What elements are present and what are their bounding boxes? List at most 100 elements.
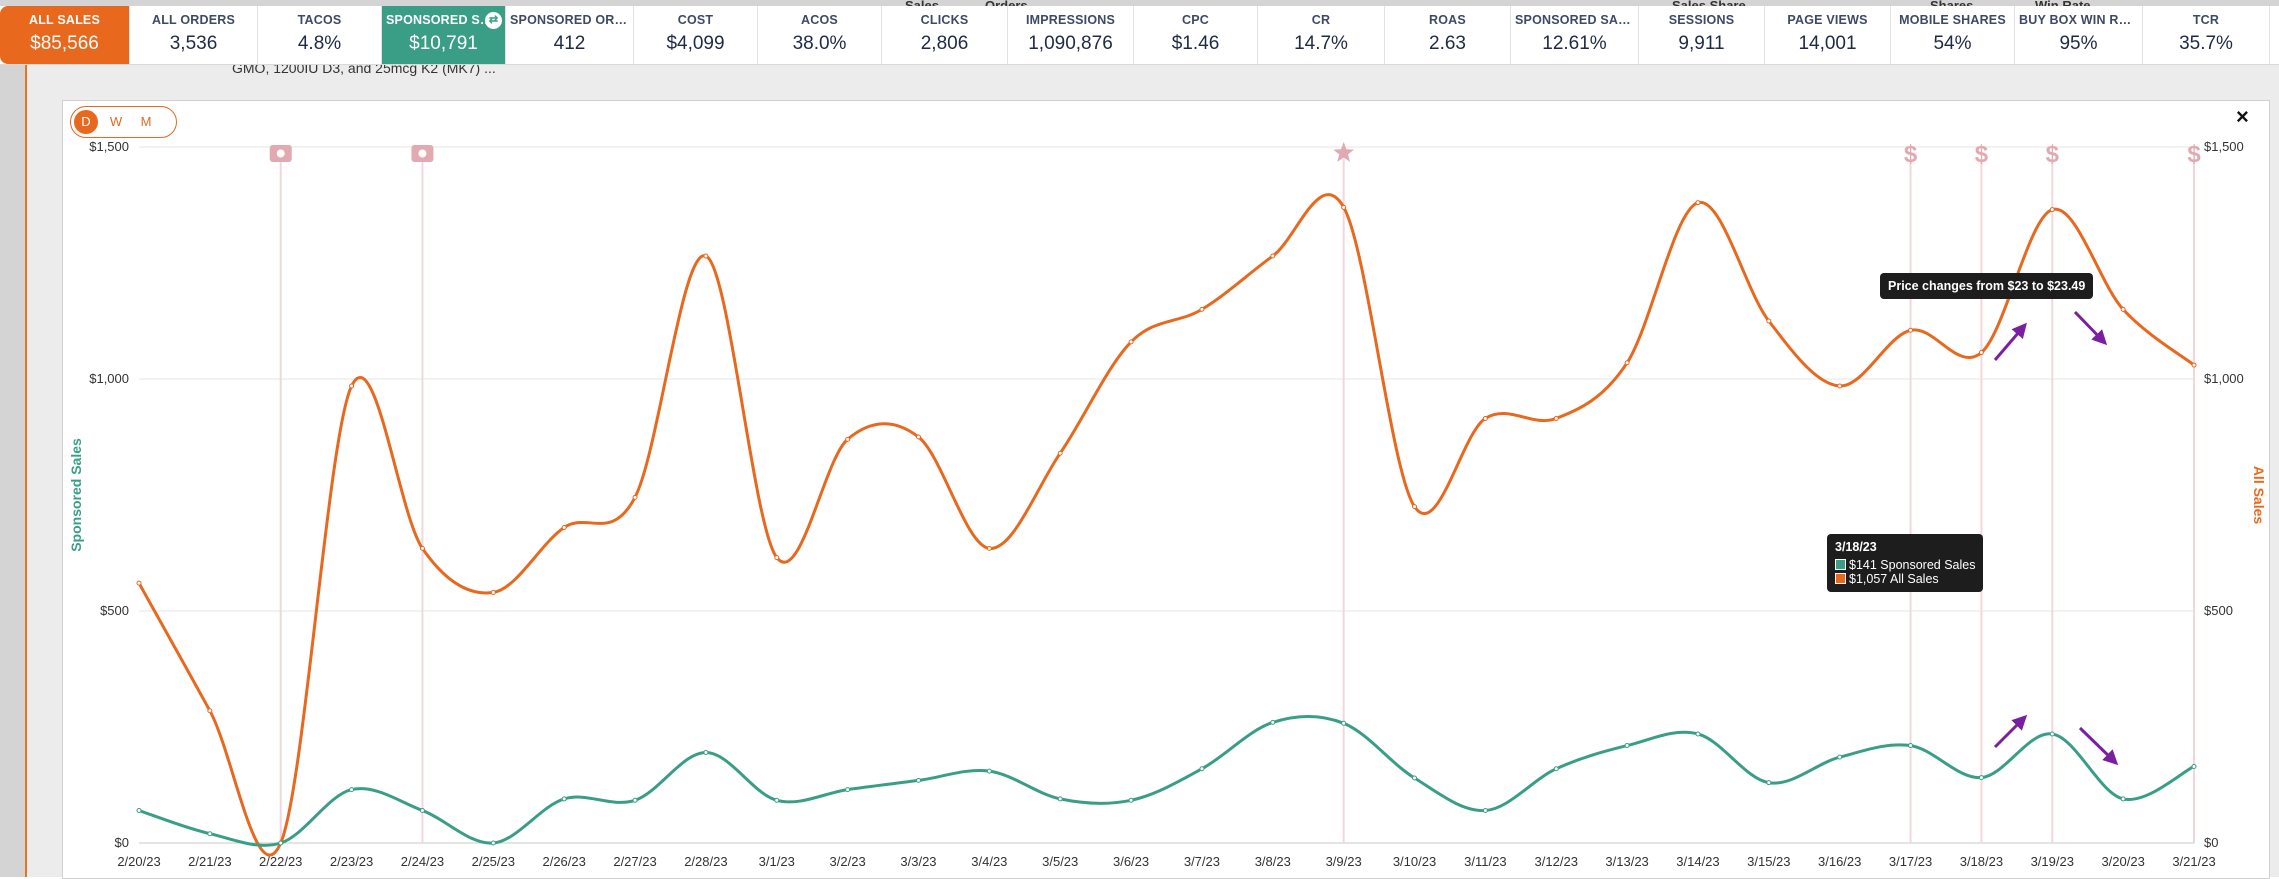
- x-tick-label: 3/3/23: [900, 854, 936, 869]
- all-sales-point: [490, 589, 496, 595]
- all-sales-point: [1482, 415, 1488, 421]
- all-sales-point: [1766, 318, 1772, 324]
- metric-tile[interactable]: CPC $1.46: [1134, 6, 1258, 64]
- metric-tile[interactable]: SPONSORED ORD... 412: [506, 6, 634, 64]
- metric-tile[interactable]: MOBILE SHARES 54%: [1891, 6, 2015, 64]
- sponsored-sales-point: [774, 797, 780, 803]
- sponsored-sales-point: [349, 787, 355, 793]
- x-tick-label: 2/26/23: [542, 854, 585, 869]
- sponsored-sales-point: [1057, 796, 1063, 802]
- metric-tile[interactable]: COST $4,099: [634, 6, 758, 64]
- dollar-icon: $: [2187, 141, 2201, 168]
- sponsored-sales-point: [1908, 743, 1914, 749]
- tooltip-line-all: $1,057 All Sales: [1835, 572, 1975, 586]
- metric-value: 2,806: [920, 33, 969, 54]
- x-tick-label: 3/19/23: [2031, 854, 2074, 869]
- metric-tile[interactable]: ALL SALES $85,566: [0, 6, 130, 64]
- all-sales-point: [561, 524, 567, 530]
- metric-tile[interactable]: ALL ORDERS 3,536: [130, 6, 258, 64]
- all-sales-point: [1057, 450, 1063, 456]
- chart-panel: [62, 100, 2270, 879]
- sponsored-sales-point: [1412, 775, 1418, 781]
- x-tick-label: 3/7/23: [1184, 854, 1220, 869]
- point-tooltip: 3/18/23 $141 Sponsored Sales $1,057 All …: [1827, 534, 1984, 592]
- metric-value: 12.61%: [1542, 33, 1607, 54]
- y-tick-label-right: $500: [2204, 603, 2233, 618]
- period-week-button[interactable]: W: [109, 114, 123, 129]
- metric-tile[interactable]: CLICKS 2,806: [882, 6, 1008, 64]
- sponsored-sales-point: [2120, 796, 2126, 802]
- x-tick-label: 3/10/23: [1393, 854, 1436, 869]
- metric-tile[interactable]: SESSIONS 9,911: [1639, 6, 1765, 64]
- metrics-bar: ALL SALES $85,566 ALL ORDERS 3,536 TACOS 4.8%…: [0, 6, 2279, 65]
- y-axis-title-right: All Sales: [2251, 466, 2267, 525]
- all-sales-line: [137, 193, 2195, 857]
- all-sales-point: [845, 436, 851, 442]
- x-tick-label: 2/20/23: [117, 854, 160, 869]
- dollar-icon: $: [1975, 141, 1989, 168]
- sponsored-sales-point: [561, 796, 567, 802]
- metric-value: 14,001: [1798, 33, 1857, 54]
- sponsored-sales-point: [278, 840, 284, 846]
- sponsored-sales-point: [136, 808, 142, 814]
- metric-value: 35.7%: [2179, 33, 2233, 54]
- metric-value: 2.63: [1429, 33, 1466, 54]
- x-tick-label: 2/24/23: [401, 854, 444, 869]
- sponsored-sales-point: [1978, 775, 1984, 781]
- tooltip-swatch: [1835, 573, 1846, 584]
- dollar-icon: $: [1904, 141, 1918, 168]
- y-tick-label-right: $1,000: [2204, 371, 2244, 386]
- all-sales-point: [986, 545, 992, 551]
- all-sales-point: [1837, 383, 1843, 389]
- all-sales-point: [419, 545, 425, 551]
- metric-tile[interactable]: ACOS 38.0%: [758, 6, 882, 64]
- metric-tile[interactable]: TCR 35.7%: [2143, 6, 2270, 64]
- all-sales-point: [1128, 339, 1134, 345]
- tooltip-sponsored-text: $141 Sponsored Sales: [1849, 558, 1976, 572]
- metric-value: $4,099: [666, 33, 725, 54]
- metric-value: 14.7%: [1294, 33, 1348, 54]
- metric-tile[interactable]: IMPRESSIONS 1,090,876: [1008, 6, 1134, 64]
- metric-tile[interactable]: CR 14.7%: [1258, 6, 1385, 64]
- all-sales-point: [1412, 504, 1418, 510]
- all-sales-point: [2049, 207, 2055, 213]
- metric-value: 1,090,876: [1028, 33, 1113, 54]
- metric-tile[interactable]: PAGE VIEWS 14,001: [1765, 6, 1891, 64]
- sponsored-sales-point: [1695, 731, 1701, 737]
- all-sales-point: [1553, 415, 1559, 421]
- x-tick-label: 3/1/23: [759, 854, 795, 869]
- price-change-arrow-icon: [1993, 322, 2027, 361]
- close-icon[interactable]: ×: [2236, 104, 2249, 129]
- x-tick-label: 3/18/23: [1960, 854, 2003, 869]
- metric-tile[interactable]: SPONSORED SAL... 12.61%: [1511, 6, 1639, 64]
- period-day-button[interactable]: D: [74, 110, 98, 134]
- metric-value: 4.8%: [297, 33, 342, 54]
- x-tick-label: 2/23/23: [330, 854, 373, 869]
- x-tick-label: 3/16/23: [1818, 854, 1861, 869]
- sponsored-sales-point: [2049, 731, 2055, 737]
- sponsored-sales-point: [1624, 743, 1630, 749]
- metric-value: $85,566: [30, 33, 99, 54]
- period-month-button[interactable]: M: [140, 114, 152, 129]
- metric-tile[interactable]: ROAS 2.63: [1385, 6, 1511, 64]
- x-tick-label: 3/5/23: [1042, 854, 1078, 869]
- x-tick-label: 3/14/23: [1676, 854, 1719, 869]
- x-tick-label: 3/6/23: [1113, 854, 1149, 869]
- metric-tile[interactable]: BUY BOX WIN RATE 95%: [2015, 6, 2143, 64]
- metric-value: 95%: [2059, 33, 2098, 54]
- y-tick-label-left: $500: [100, 603, 129, 618]
- sponsored-sales-point: [986, 768, 992, 774]
- metric-tile[interactable]: SPONSORED SALES $10,791 ⇄: [382, 6, 506, 64]
- metric-tile[interactable]: TACOS 4.8%: [258, 6, 382, 64]
- x-tick-label: 3/9/23: [1326, 854, 1362, 869]
- swap-icon[interactable]: ⇄: [485, 12, 502, 29]
- all-sales-point: [1695, 200, 1701, 206]
- all-sales-point: [774, 555, 780, 561]
- tooltip-all-text: $1,057 All Sales: [1849, 572, 1939, 586]
- sponsored-sales-point: [1199, 766, 1205, 772]
- y-tick-label-left: $1,000: [89, 371, 129, 386]
- all-sales-point: [1341, 204, 1347, 210]
- x-tick-label: 3/11/23: [1464, 854, 1506, 869]
- price-change-tooltip: Price changes from $23 to $23.49: [1880, 273, 2094, 299]
